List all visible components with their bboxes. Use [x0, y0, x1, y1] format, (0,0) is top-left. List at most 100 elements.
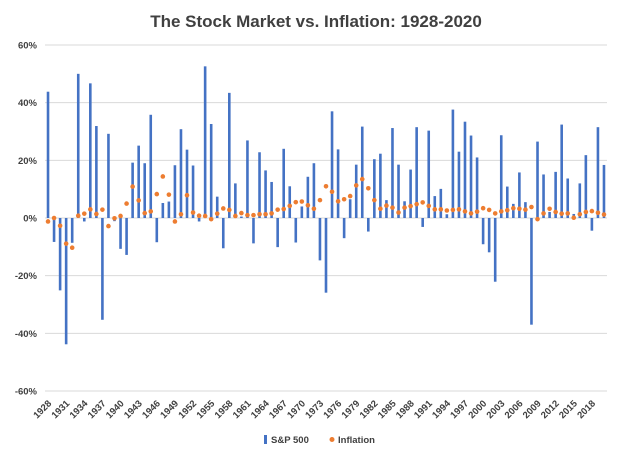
sp500-bar	[499, 135, 503, 218]
inflation-point	[75, 213, 81, 218]
x-tick-label: 2012	[539, 398, 562, 421]
inflation-point	[190, 210, 196, 215]
inflation-point	[148, 209, 154, 214]
inflation-point	[45, 219, 51, 224]
sp500-bar	[209, 124, 213, 218]
sp500-bar	[125, 218, 128, 255]
sp500-bar	[64, 218, 68, 345]
x-tick-label: 1994	[430, 398, 453, 421]
x-tick-label: 1928	[31, 398, 54, 421]
x-tick-label: 2003	[485, 398, 508, 421]
sp500-bar	[590, 218, 594, 231]
sp500-bar	[385, 200, 388, 218]
inflation-point	[251, 212, 256, 218]
sp500-bar	[542, 174, 545, 218]
inflation-point	[372, 197, 377, 203]
y-tick-label: 40%	[18, 98, 38, 109]
sp500-bar	[475, 157, 479, 218]
sp500-bar	[312, 163, 316, 218]
x-tick-label: 1958	[213, 398, 236, 421]
inflation-point	[384, 203, 389, 208]
sp500-bar	[493, 218, 497, 282]
sp500-bar	[282, 148, 285, 218]
inflation-point	[124, 201, 129, 206]
sp500-bar	[487, 218, 491, 253]
inflation-point	[335, 198, 341, 204]
legend: S&P 500 Inflation	[264, 435, 375, 446]
sp500-bar	[240, 216, 243, 218]
inflation-point	[414, 201, 419, 207]
sp500-bar	[185, 149, 189, 218]
x-tick-label: 2000	[467, 398, 490, 421]
sp500-bar	[318, 218, 322, 261]
sp500-bar	[518, 172, 521, 218]
inflation-point	[317, 197, 323, 203]
sp500-bar	[566, 178, 570, 218]
inflation-point	[559, 211, 564, 216]
inflation-point	[444, 208, 450, 213]
sp500-bars	[46, 66, 606, 345]
x-tick-label: 1991	[412, 398, 435, 421]
inflation-point	[136, 198, 141, 203]
sp500-bar	[228, 92, 231, 218]
inflation-point	[426, 203, 432, 209]
sp500-bar	[246, 140, 249, 218]
inflation-point	[100, 207, 105, 212]
sp500-bar	[300, 206, 304, 218]
sp500-bar	[354, 164, 358, 218]
sp500-bar	[167, 201, 171, 218]
x-tick-label: 1946	[140, 398, 163, 421]
inflation-point	[81, 211, 87, 216]
sp500-bar	[548, 211, 551, 218]
inflation-point	[202, 213, 208, 219]
inflation-point	[281, 206, 287, 212]
sp500-bar	[367, 218, 370, 232]
inflation-point	[275, 207, 280, 212]
sp500-bar	[107, 133, 110, 218]
inflation-point	[208, 216, 214, 222]
x-tick-label: 1988	[394, 398, 417, 421]
sp500-bar	[288, 186, 292, 218]
x-tick-label: 1931	[50, 398, 73, 421]
sp500-bar	[433, 196, 437, 218]
sp500-bar	[203, 66, 207, 218]
inflation-point	[517, 206, 522, 212]
sp500-bar	[161, 203, 165, 218]
inflation-point	[359, 176, 365, 182]
sp500-bar	[137, 145, 140, 218]
sp500-bar	[119, 218, 122, 249]
inflation-point	[504, 207, 510, 213]
sp500-bar	[324, 218, 328, 293]
sp500-bar	[451, 109, 455, 218]
inflation-point	[293, 199, 299, 205]
sp500-bar	[427, 130, 431, 218]
legend-sp500-swatch	[264, 435, 267, 444]
sp500-bar	[131, 162, 134, 218]
inflation-point	[462, 209, 468, 214]
sp500-bar	[330, 111, 334, 218]
inflation-point	[353, 183, 359, 188]
x-tick-label: 1976	[321, 398, 344, 421]
x-tick-label: 1943	[122, 398, 145, 421]
inflation-point	[160, 174, 166, 179]
x-tick-label: 1973	[303, 398, 326, 421]
inflation-point	[287, 203, 293, 209]
inflation-point	[547, 206, 552, 212]
sp500-bar	[397, 164, 400, 218]
sp500-bar	[554, 171, 557, 218]
inflation-point	[492, 211, 498, 216]
inflation-point	[51, 215, 57, 221]
sp500-bar	[584, 155, 588, 218]
inflation-point	[118, 213, 123, 219]
sp500-bar	[415, 127, 418, 218]
inflation-point	[196, 213, 202, 218]
inflation-point	[245, 212, 250, 218]
inflation-point	[553, 209, 558, 215]
x-tick-label: 1967	[267, 398, 290, 421]
inflation-point	[474, 209, 480, 214]
inflation-point	[227, 207, 232, 213]
inflation-point	[523, 207, 528, 212]
y-tick-label: 20%	[18, 156, 38, 167]
inflation-point	[420, 200, 425, 205]
sp500-bar	[463, 121, 467, 218]
